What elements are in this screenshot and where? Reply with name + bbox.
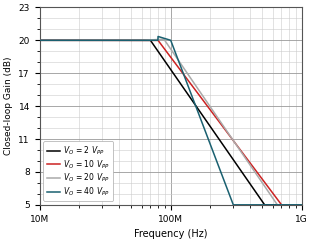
X-axis label: Frequency (Hz): Frequency (Hz) <box>134 229 207 239</box>
Legend: $V_O$ = 2 $V_{PP}$, $V_O$ = 10 $V_{PP}$, $V_O$ = 20 $V_{PP}$, $V_O$ = 40 $V_{PP}: $V_O$ = 2 $V_{PP}$, $V_O$ = 10 $V_{PP}$,… <box>43 141 113 201</box>
Y-axis label: Closed-loop Gain (dB): Closed-loop Gain (dB) <box>4 57 13 155</box>
